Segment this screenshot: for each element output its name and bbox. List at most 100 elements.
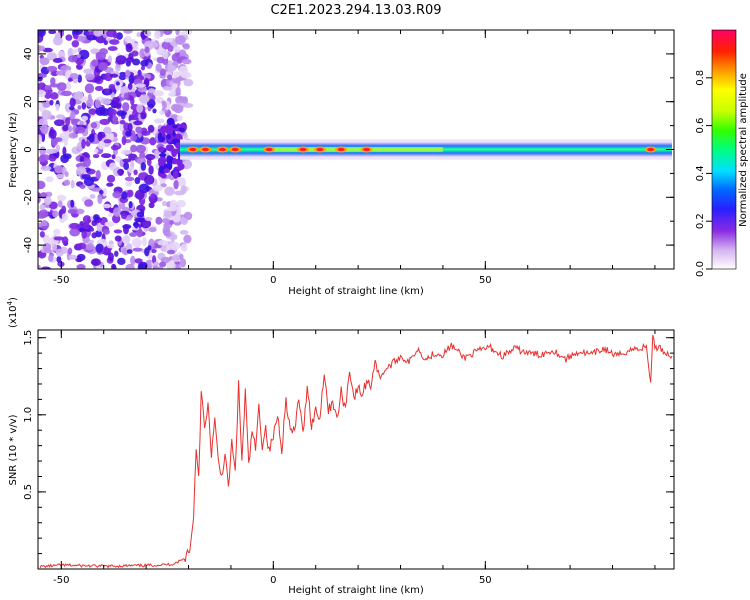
noise-blob <box>162 200 167 207</box>
signal-peak <box>265 147 273 152</box>
noise-blob <box>167 74 173 81</box>
noise-blob <box>93 30 103 37</box>
noise-blob <box>44 91 52 99</box>
noise-blob <box>134 177 141 185</box>
noise-blob <box>107 46 118 52</box>
noise-blob <box>49 83 60 88</box>
noise-blob <box>181 58 192 65</box>
noise-blob <box>67 55 78 63</box>
noise-blob <box>128 74 135 85</box>
noise-blob <box>55 70 66 76</box>
snr-unit: (x104) <box>6 297 19 328</box>
noise-blob <box>82 221 90 230</box>
noise-blob <box>161 101 167 109</box>
noise-blob <box>57 194 67 201</box>
noise-blob <box>124 176 135 182</box>
noise-blob <box>55 248 64 257</box>
noise-blob <box>46 65 58 72</box>
noise-blob <box>98 62 108 71</box>
noise-blob <box>68 132 79 139</box>
snr-xlabel: Height of straight line (km) <box>288 585 424 596</box>
noise-blob <box>94 148 99 154</box>
signal-peak <box>189 147 197 152</box>
transition-blob <box>157 156 167 165</box>
noise-blob <box>117 257 126 266</box>
noise-blob <box>114 250 119 257</box>
noise-blob <box>163 210 172 218</box>
noise-blob <box>116 110 127 117</box>
noise-blob <box>70 179 75 189</box>
noise-blob <box>90 227 95 232</box>
noise-blob <box>130 144 138 153</box>
noise-blob <box>157 239 169 246</box>
transition-blob <box>172 169 179 179</box>
signal-peak <box>316 147 324 152</box>
noise-blob <box>156 56 165 64</box>
snr-ytick-label: 0.5 <box>23 484 34 500</box>
noise-blob <box>65 117 71 126</box>
noise-blob <box>57 200 63 208</box>
noise-blob <box>113 229 123 234</box>
noise-blob <box>68 254 78 260</box>
noise-blob <box>128 201 133 209</box>
spectrogram-ylabel: Frequency (Hz) <box>8 112 19 188</box>
colorbar-tick-label: 0.0 <box>695 261 706 277</box>
noise-blob <box>165 243 171 253</box>
noise-blob <box>71 48 78 54</box>
noise-blob <box>69 106 75 111</box>
noise-blob <box>173 104 184 114</box>
signal-peak <box>201 147 209 152</box>
noise-blob <box>63 153 72 160</box>
noise-blob <box>166 249 176 255</box>
noise-blob <box>126 249 133 254</box>
noise-blob <box>48 129 57 139</box>
colorbar-tick-label: 0.8 <box>695 70 706 86</box>
spectrogram-xtick-label: -50 <box>53 275 69 286</box>
noise-blob <box>38 102 44 111</box>
transition-blob <box>165 125 174 135</box>
noise-blob <box>76 264 86 269</box>
snr-ylabel: SNR (10 * v/v) <box>8 414 19 485</box>
noise-blob <box>85 73 95 81</box>
snr-line <box>39 334 673 569</box>
noise-blob <box>129 232 138 237</box>
noise-blob <box>175 95 185 105</box>
noise-blob <box>130 134 138 142</box>
noise-blob <box>41 110 52 120</box>
noise-blob <box>125 130 132 137</box>
transition-blob <box>178 127 185 132</box>
noise-blob <box>38 222 44 228</box>
noise-blob <box>121 191 128 200</box>
noise-blob <box>74 126 86 134</box>
noise-blob <box>162 30 173 35</box>
noise-blob <box>120 212 128 220</box>
noise-blob <box>147 124 155 133</box>
noise-blob <box>162 225 171 236</box>
noise-blob <box>52 35 63 46</box>
snr-xtick-label: 0 <box>270 575 276 586</box>
noise-blob <box>156 49 163 54</box>
noise-blob <box>110 144 119 151</box>
colorbar-tick-label: 0.6 <box>695 118 706 134</box>
noise-blob <box>81 115 89 121</box>
spectrogram-ytick-label: 0 <box>23 146 34 152</box>
noise-blob <box>119 122 125 132</box>
noise-blob <box>115 32 123 40</box>
noise-blob <box>147 245 152 251</box>
noise-blob <box>48 30 57 35</box>
noise-blob <box>77 242 87 250</box>
noise-blob <box>103 139 112 144</box>
spectrogram-xtick-label: 50 <box>479 275 492 286</box>
noise-blob <box>133 169 138 176</box>
noise-blob <box>42 234 50 244</box>
noise-blob <box>117 168 125 176</box>
noise-blob <box>122 102 130 112</box>
noise-blob <box>149 137 157 146</box>
spectrogram-ytick-label: -40 <box>23 237 34 253</box>
noise-blob <box>95 52 102 58</box>
noise-blob <box>109 73 119 78</box>
noise-blob <box>86 31 95 36</box>
noise-blob <box>140 65 146 71</box>
noise-blob <box>176 205 182 216</box>
noise-blob <box>159 110 165 116</box>
